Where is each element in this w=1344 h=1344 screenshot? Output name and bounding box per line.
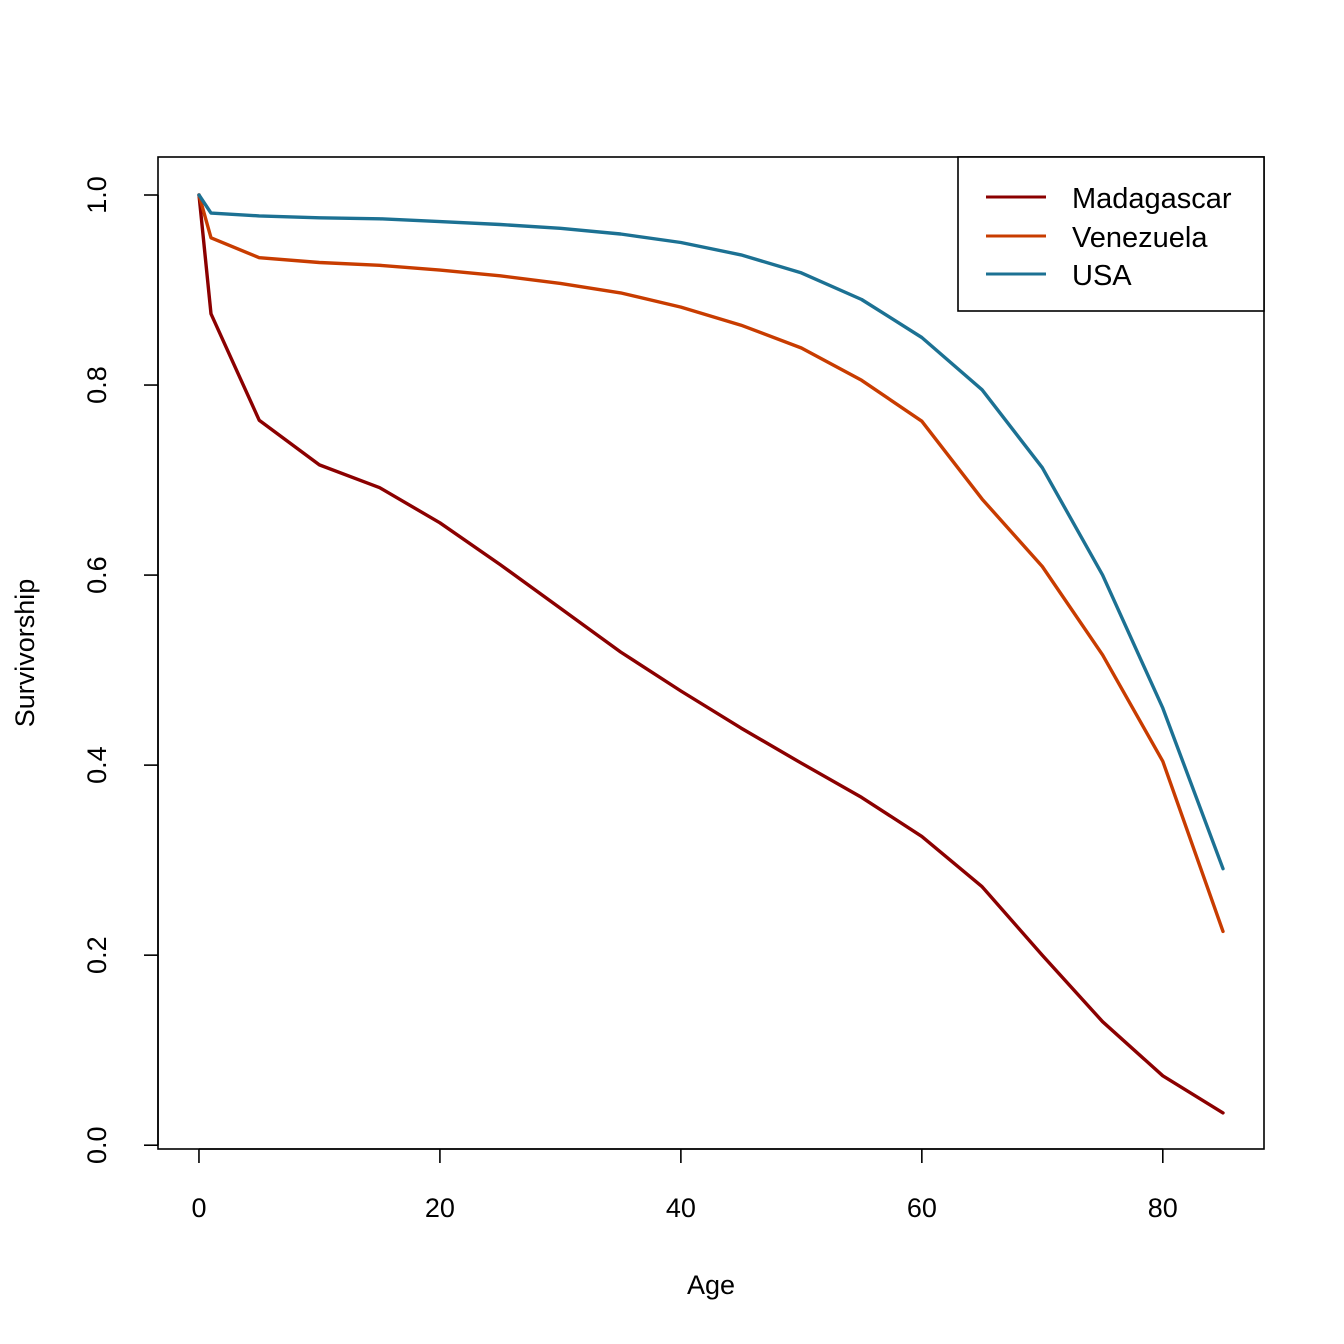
y-tick-label: 0.0 [82, 1126, 112, 1164]
y-tick-label: 0.6 [82, 556, 112, 594]
y-axis: 0.0 0.2 0.4 0.6 0.8 1.0 [82, 176, 159, 1164]
x-tick-label: 0 [191, 1193, 206, 1223]
x-axis: 0 20 40 60 80 [191, 1148, 1178, 1223]
y-tick-label: 1.0 [82, 176, 112, 214]
y-tick-label: 0.8 [82, 366, 112, 404]
series-lines [197, 193, 1225, 1115]
legend-label-venezuela: Venezuela [1072, 222, 1208, 254]
x-tick-label: 80 [1148, 1193, 1178, 1223]
series-line-usa [197, 193, 1225, 871]
y-tick-label: 0.2 [82, 936, 112, 974]
legend: Madagascar Venezuela USA [957, 156, 1265, 312]
series-line-madagascar [197, 193, 1225, 1115]
x-tick-label: 20 [425, 1193, 455, 1223]
legend-label-madagascar: Madagascar [1072, 183, 1232, 215]
x-axis-label: Age [687, 1270, 735, 1300]
y-axis-label: Survivorship [10, 579, 40, 728]
legend-label-usa: USA [1072, 260, 1132, 292]
y-tick-label: 0.4 [82, 746, 112, 784]
legend-box [957, 156, 1265, 312]
x-tick-label: 40 [666, 1193, 696, 1223]
series-line-venezuela [197, 193, 1225, 934]
x-tick-label: 60 [907, 1193, 937, 1223]
